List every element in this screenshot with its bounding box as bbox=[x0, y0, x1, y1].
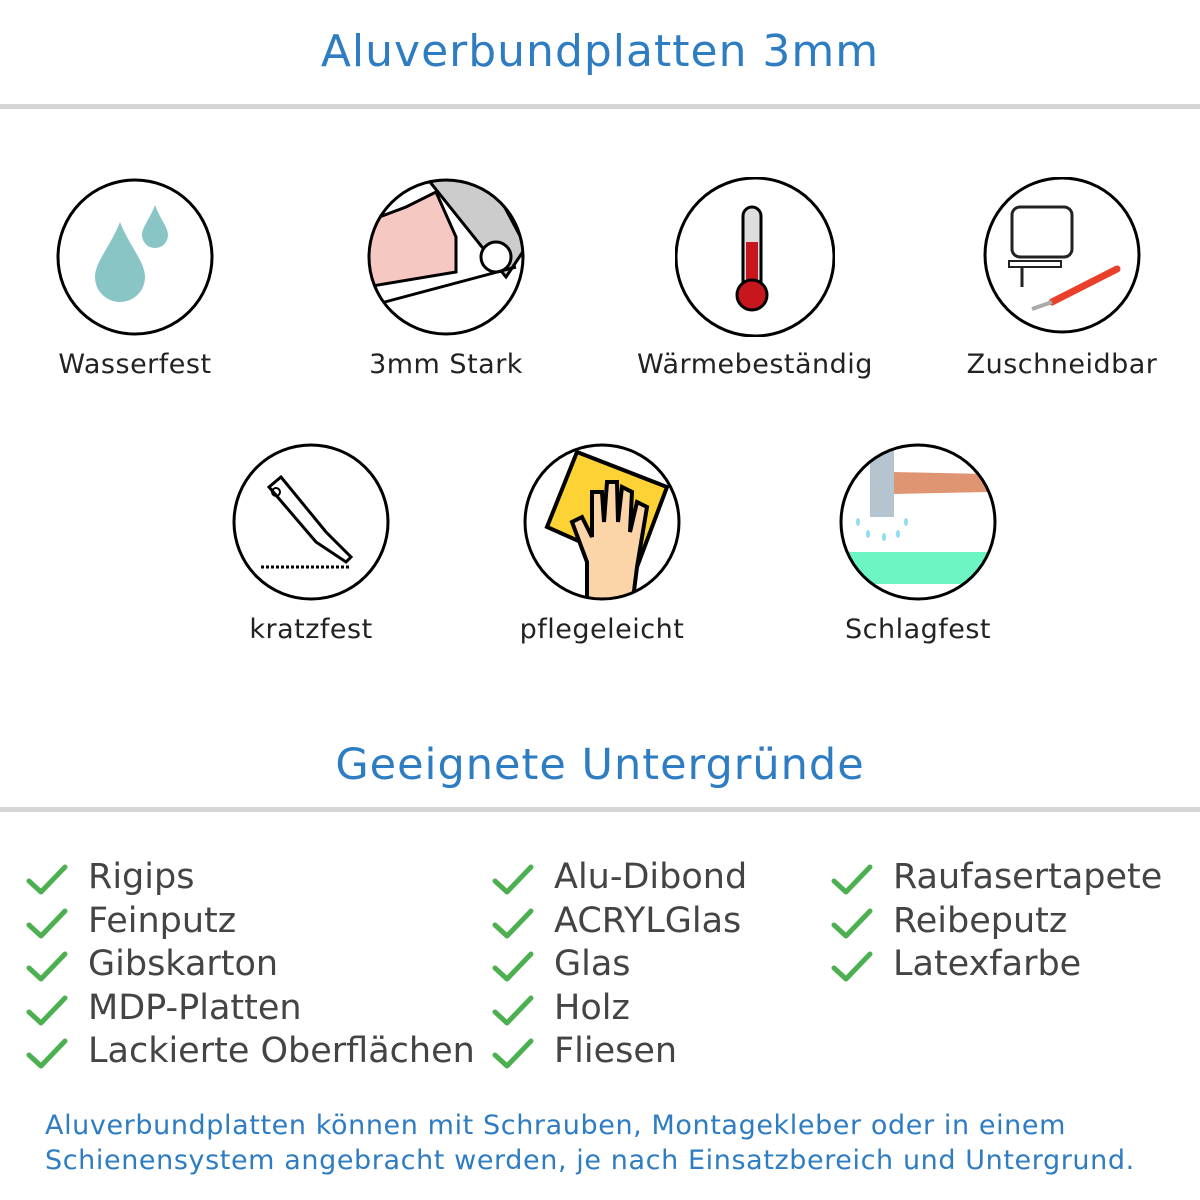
surface-item: Alu-Dibond bbox=[492, 857, 748, 897]
surface-item: Reibeputz bbox=[831, 900, 1068, 941]
surface-item: Rigips bbox=[26, 857, 195, 897]
surface-item: MDP-Platten bbox=[26, 987, 302, 1028]
surface-item: Glas bbox=[492, 944, 631, 984]
surface-label: Feinputz bbox=[88, 900, 237, 941]
hammer-icon bbox=[839, 443, 997, 601]
surface-item: Lackierte Oberflächen bbox=[26, 1031, 475, 1071]
check-icon bbox=[492, 995, 534, 1025]
surface-item: Latexfarbe bbox=[831, 944, 1082, 984]
feature-label: kratzfest bbox=[249, 614, 373, 645]
feature-3mm-stark: 3mm Stark bbox=[296, 177, 596, 380]
surface-label: Lackierte Oberflächen bbox=[88, 1031, 475, 1071]
check-icon bbox=[26, 951, 68, 982]
check-icon bbox=[26, 1038, 68, 1069]
jigsaw-knife-icon bbox=[983, 177, 1141, 334]
check-icon bbox=[831, 864, 873, 895]
surface-label: Glas bbox=[554, 944, 631, 984]
check-icon bbox=[492, 951, 534, 982]
surface-label: Alu-Dibond bbox=[554, 857, 748, 897]
check-icon bbox=[831, 908, 873, 938]
feature-waermebestaendig: Wärmebeständig bbox=[605, 177, 905, 380]
check-icon bbox=[831, 951, 873, 982]
feature-kratzfest: kratzfest bbox=[161, 442, 461, 645]
strong-arm-icon bbox=[367, 178, 525, 336]
feature-label: 3mm Stark bbox=[369, 349, 523, 380]
feature-label: pflegeleicht bbox=[519, 614, 685, 645]
footer-line-1: Aluverbundplatten können mit Schrauben, … bbox=[45, 1110, 1066, 1141]
surface-label: Reibeputz bbox=[893, 900, 1068, 941]
surface-label: Holz bbox=[554, 987, 630, 1028]
surface-item: ACRYLGlas bbox=[492, 900, 742, 941]
feature-label: Wasserfest bbox=[58, 349, 212, 380]
surface-item: Gibskarton bbox=[26, 944, 279, 984]
surface-item: Raufasertapete bbox=[831, 857, 1163, 897]
hand-cloth-icon bbox=[523, 443, 681, 601]
surface-label: ACRYLGlas bbox=[554, 900, 742, 941]
feature-schlagfest: Schlagfest bbox=[768, 442, 1068, 645]
check-icon bbox=[492, 1038, 534, 1069]
cutter-knife-icon bbox=[232, 443, 390, 601]
check-icon bbox=[26, 908, 68, 938]
surface-item: Feinputz bbox=[26, 900, 237, 941]
feature-label: Wärmebeständig bbox=[637, 349, 873, 380]
feature-pflegeleicht: pflegeleicht bbox=[452, 442, 752, 645]
divider bbox=[0, 104, 1200, 109]
surface-label: MDP-Platten bbox=[88, 987, 302, 1028]
water-drops-icon bbox=[56, 178, 214, 336]
check-icon bbox=[492, 864, 534, 895]
check-icon bbox=[492, 908, 534, 938]
surface-item: Fliesen bbox=[492, 1031, 678, 1071]
surface-label: Raufasertapete bbox=[893, 857, 1163, 897]
page-title: Aluverbundplatten 3mm bbox=[320, 26, 880, 77]
feature-label: Schlagfest bbox=[844, 614, 992, 645]
surface-label: Rigips bbox=[88, 857, 195, 897]
surface-label: Fliesen bbox=[554, 1031, 678, 1071]
surface-label: Gibskarton bbox=[88, 944, 279, 984]
feature-label: Zuschneidbar bbox=[966, 349, 1158, 380]
surface-item: Holz bbox=[492, 987, 630, 1028]
feature-zuschneidbar: Zuschneidbar bbox=[912, 177, 1200, 380]
section-title: Geeignete Untergründe bbox=[335, 740, 865, 790]
footer-line-2: Schienensystem angebracht werden, je nac… bbox=[45, 1145, 1135, 1176]
thermometer-icon bbox=[675, 177, 835, 337]
feature-wasserfest: Wasserfest bbox=[0, 177, 285, 380]
check-icon bbox=[26, 995, 68, 1025]
divider bbox=[0, 807, 1200, 812]
surface-label: Latexfarbe bbox=[893, 944, 1082, 984]
check-icon bbox=[26, 864, 68, 895]
